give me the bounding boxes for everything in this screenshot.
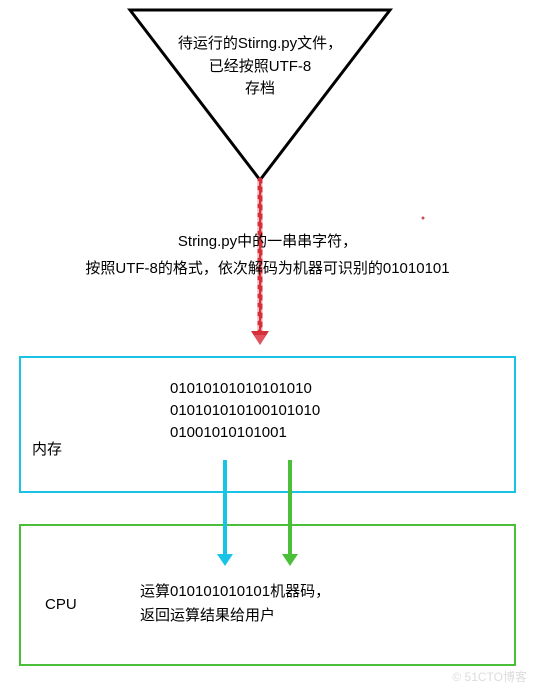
memory-label: 内存 (32, 438, 62, 459)
binary-line2: 010101010100101010 (170, 400, 320, 422)
mid-line1: String.py中的一串串字符， (0, 228, 535, 255)
cpu-label: CPU (45, 596, 77, 613)
triangle-line1: 待运行的Stirng.py文件， (130, 33, 390, 56)
diagram-stage: 待运行的Stirng.py文件， 已经按照UTF-8 存档 String.py中… (0, 0, 535, 689)
memory-binary: 01010101010101010 010101010100101010 010… (170, 378, 320, 444)
binary-line1: 01010101010101010 (170, 378, 320, 400)
binary-line3: 01001010101001 (170, 422, 320, 444)
file-triangle-text: 待运行的Stirng.py文件， 已经按照UTF-8 存档 (130, 33, 390, 101)
decode-description: String.py中的一串串字符， 按照UTF-8的格式，依次解码为机器可识别的… (0, 228, 535, 282)
triangle-line2: 已经按照UTF-8 (130, 56, 390, 79)
cpu-line1: 运算010101010101机器码， (140, 580, 330, 604)
cpu-text: 运算010101010101机器码， 返回运算结果给用户 (140, 580, 330, 628)
cpu-line2: 返回运算结果给用户 (140, 604, 330, 628)
stray-dot (422, 217, 425, 220)
triangle-line3: 存档 (130, 78, 390, 101)
watermark: © 51CTO博客 (452, 668, 527, 685)
mid-line2: 按照UTF-8的格式，依次解码为机器可识别的01010101 (0, 255, 535, 282)
